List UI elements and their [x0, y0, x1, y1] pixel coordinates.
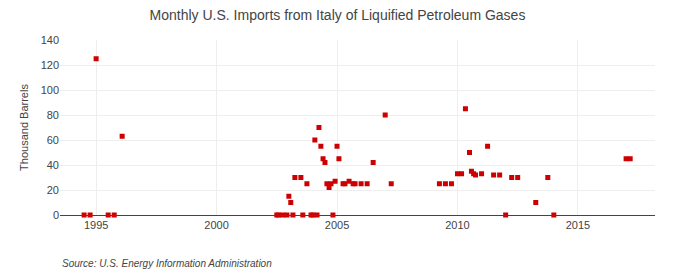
- svg-text:2015: 2015: [566, 219, 590, 231]
- svg-text:140: 140: [41, 34, 59, 46]
- svg-text:40: 40: [47, 159, 59, 171]
- svg-text:80: 80: [47, 109, 59, 121]
- svg-text:1995: 1995: [84, 219, 108, 231]
- svg-text:2010: 2010: [445, 219, 469, 231]
- svg-text:Monthly U.S. Imports from Ital: Monthly U.S. Imports from Italy of Liqui…: [150, 7, 526, 23]
- svg-text:120: 120: [41, 59, 59, 71]
- svg-text:2005: 2005: [325, 219, 349, 231]
- svg-text:60: 60: [47, 134, 59, 146]
- svg-text:100: 100: [41, 84, 59, 96]
- svg-text:Source: U.S. Energy Informatio: Source: U.S. Energy Information Administ…: [62, 258, 272, 269]
- svg-text:2000: 2000: [204, 219, 228, 231]
- svg-text:0: 0: [53, 209, 59, 221]
- svg-text:20: 20: [47, 184, 59, 196]
- svg-text:Thousand Barrels: Thousand Barrels: [18, 84, 30, 171]
